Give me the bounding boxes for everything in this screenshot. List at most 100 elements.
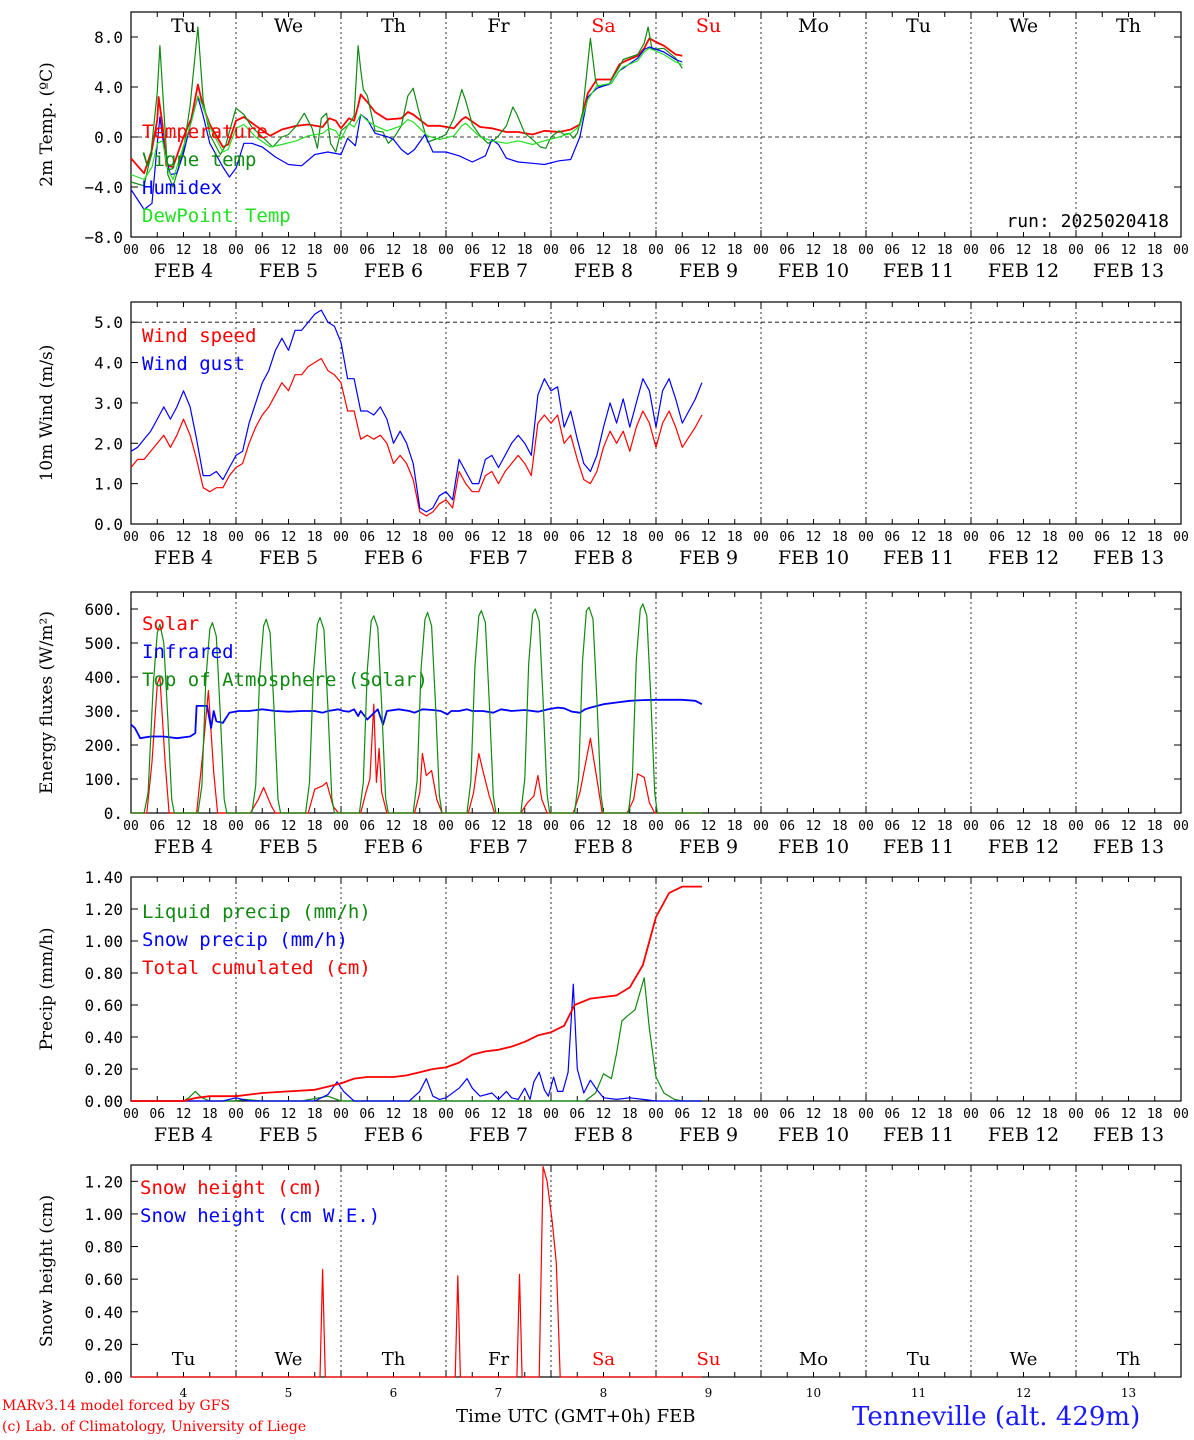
hour-tick-label: 18 — [202, 243, 218, 258]
day-label: FEB 9 — [679, 1124, 738, 1146]
weekday-label: Tu — [172, 1349, 196, 1370]
day-label: FEB 5 — [259, 1124, 318, 1146]
hour-tick-label: 06 — [569, 243, 585, 258]
hour-tick-label: 12 — [911, 530, 927, 545]
hour-tick-label: 12 — [176, 1107, 192, 1122]
hour-tick-label: 00 — [438, 243, 454, 258]
y-tick-label: 1.20 — [84, 900, 123, 919]
hour-tick-label: 18 — [937, 819, 953, 834]
hour-tick-label: 18 — [412, 1107, 428, 1122]
hour-tick-label: 06 — [359, 1107, 375, 1122]
hour-tick-label: 18 — [1147, 243, 1163, 258]
hour-tick-label: 00 — [438, 530, 454, 545]
hour-tick-label: 12 — [911, 819, 927, 834]
day-label: FEB 7 — [469, 836, 528, 858]
hour-tick-label: 06 — [359, 819, 375, 834]
hour-tick-label: 18 — [727, 530, 743, 545]
hour-tick-label: 18 — [622, 1107, 638, 1122]
hour-tick-label: 12 — [701, 243, 717, 258]
y-tick-label: 0.00 — [84, 1092, 123, 1111]
hour-tick-label: 00 — [753, 819, 769, 834]
hour-tick-label: 06 — [779, 819, 795, 834]
legend-entry: Snow height (cm) — [140, 1177, 323, 1199]
hour-tick-label: 00 — [963, 243, 979, 258]
hour-tick-label: 00 — [648, 819, 664, 834]
hour-tick-label: 06 — [884, 819, 900, 834]
hour-tick-label: 06 — [359, 243, 375, 258]
legend-entry: Wind gust — [142, 353, 245, 375]
weekday-label: Fr — [487, 15, 510, 37]
hour-tick-label: 12 — [281, 819, 297, 834]
y-tick-label: 200. — [84, 736, 123, 755]
hour-tick-label: 12 — [596, 1107, 612, 1122]
hour-tick-label: 18 — [1147, 530, 1163, 545]
y-tick-label: −8.0 — [84, 228, 123, 247]
day-label: FEB 4 — [154, 547, 213, 569]
hour-tick-label: 00 — [1068, 819, 1084, 834]
legend-entry: Liquid precip (mm/h) — [142, 901, 371, 923]
weekday-label: Th — [381, 15, 406, 37]
hour-tick-label: 12 — [281, 530, 297, 545]
hour-tick-label: 18 — [622, 819, 638, 834]
hour-tick-label: 12 — [1121, 243, 1137, 258]
hour-tick-label: 00 — [438, 819, 454, 834]
hour-tick-label: 00 — [753, 530, 769, 545]
legend-entry: Snow precip (mm/h) — [142, 929, 348, 951]
hour-tick-label: 00 — [1068, 1107, 1084, 1122]
hour-tick-label: 06 — [674, 530, 690, 545]
y-tick-label: 1.0 — [94, 475, 123, 494]
day-label: FEB 5 — [259, 547, 318, 569]
hour-tick-label: 12 — [596, 530, 612, 545]
day-label: FEB 4 — [154, 1124, 213, 1146]
hour-tick-label: 18 — [517, 1107, 533, 1122]
hour-tick-label: 00 — [438, 1107, 454, 1122]
weekday-label: Tu — [907, 1349, 931, 1370]
y-tick-label: 4.0 — [94, 354, 123, 373]
day-label: FEB 10 — [778, 836, 849, 858]
credit-line-1: MARv3.14 model forced by GFS — [2, 1398, 231, 1414]
y-axis-title: 10m Wind (m/s) — [37, 345, 57, 482]
hour-tick-label: 12 — [281, 243, 297, 258]
weekday-label: Su — [696, 15, 721, 37]
hour-tick-label: 00 — [858, 530, 874, 545]
y-axis-title: Energy fluxes (W/m²) — [37, 611, 57, 794]
hour-tick-label: 00 — [123, 819, 139, 834]
hour-tick-label: 18 — [1042, 1107, 1058, 1122]
day-label: FEB 6 — [364, 260, 423, 282]
day-label: FEB 11 — [883, 1124, 954, 1146]
hour-tick-label: 06 — [149, 243, 165, 258]
legend-entry: DewPoint Temp — [142, 205, 291, 227]
day-label: FEB 10 — [778, 1124, 849, 1146]
hour-tick-label: 00 — [858, 243, 874, 258]
hour-tick-label: 12 — [596, 819, 612, 834]
hour-tick-label: 00 — [648, 1107, 664, 1122]
day-label: FEB 13 — [1093, 836, 1164, 858]
hour-tick-label: 18 — [202, 1107, 218, 1122]
hour-tick-label: 00 — [228, 819, 244, 834]
hour-tick-label: 00 — [648, 243, 664, 258]
hour-tick-label: 00 — [123, 530, 139, 545]
day-label: FEB 13 — [1093, 547, 1164, 569]
hour-tick-label: 06 — [464, 243, 480, 258]
day-label: FEB 8 — [574, 836, 633, 858]
day-label: FEB 10 — [778, 547, 849, 569]
hour-tick-label: 12 — [806, 819, 822, 834]
hour-tick-label: 06 — [674, 243, 690, 258]
y-axis-title: Precip (mm/h) — [37, 927, 57, 1050]
hour-tick-label: 18 — [727, 243, 743, 258]
day-label: FEB 9 — [679, 547, 738, 569]
hour-tick-label: 06 — [884, 243, 900, 258]
y-tick-label: 0.40 — [84, 1303, 123, 1322]
hour-tick-label: 06 — [149, 1107, 165, 1122]
hour-tick-label: 18 — [832, 1107, 848, 1122]
day-label: FEB 7 — [469, 1124, 528, 1146]
hour-tick-label: 18 — [517, 243, 533, 258]
weekday-label: Su — [697, 1349, 721, 1370]
hour-tick-label: 00 — [228, 1107, 244, 1122]
hour-tick-label: 12 — [386, 1107, 402, 1122]
hour-tick-label: 12 — [596, 243, 612, 258]
hour-tick-label: 00 — [858, 1107, 874, 1122]
hour-tick-label: 12 — [1016, 1107, 1032, 1122]
hour-tick-label: 18 — [832, 530, 848, 545]
